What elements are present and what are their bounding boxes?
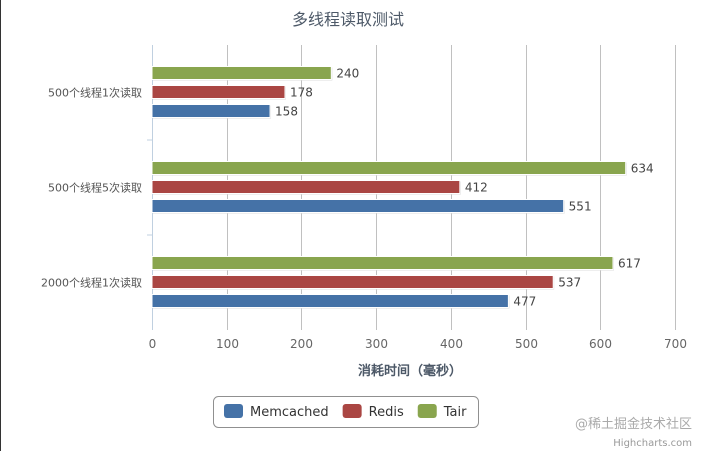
credits[interactable]: Highcharts.com bbox=[613, 438, 692, 449]
legend-item-tair[interactable]: Tair bbox=[417, 404, 467, 420]
data-label: 634 bbox=[631, 162, 654, 176]
legend-label: Redis bbox=[369, 405, 404, 420]
legend-item-redis[interactable]: Redis bbox=[342, 404, 404, 420]
data-label: 412 bbox=[465, 181, 488, 195]
x-tick-label: 700 bbox=[664, 337, 687, 351]
legend-swatch bbox=[417, 404, 437, 418]
x-tick-label: 600 bbox=[589, 337, 612, 351]
data-label: 158 bbox=[275, 105, 298, 119]
legend-label: Tair bbox=[443, 405, 467, 420]
chart-title: 多线程读取测试 bbox=[292, 10, 404, 29]
bar-tair[interactable] bbox=[151, 256, 614, 270]
bar-redis[interactable] bbox=[151, 275, 554, 289]
x-tick-label: 500 bbox=[515, 337, 538, 351]
legend-label: Memcached bbox=[250, 405, 329, 420]
legend-item-memcached[interactable]: Memcached bbox=[224, 404, 329, 420]
y-tick-label: 500个线程1次读取 bbox=[48, 86, 142, 100]
bar-tair[interactable] bbox=[151, 161, 627, 175]
x-tick-label: 200 bbox=[290, 337, 313, 351]
bar-tair[interactable] bbox=[151, 66, 332, 80]
y-tick-label: 2000个线程1次读取 bbox=[41, 276, 142, 290]
x-tick-label: 300 bbox=[365, 337, 388, 351]
data-label: 240 bbox=[336, 67, 359, 81]
data-label: 551 bbox=[569, 200, 592, 214]
bar-memcached[interactable] bbox=[151, 294, 509, 308]
y-tick-label: 500个线程5次读取 bbox=[48, 181, 142, 195]
x-tick-label: 0 bbox=[149, 337, 157, 351]
data-label: 617 bbox=[618, 257, 641, 271]
data-label: 178 bbox=[290, 86, 313, 100]
bar-redis[interactable] bbox=[151, 85, 286, 99]
bar-memcached[interactable] bbox=[151, 199, 565, 213]
data-label: 537 bbox=[558, 276, 581, 290]
legend-swatch bbox=[224, 404, 243, 418]
x-tick-label: 400 bbox=[440, 337, 463, 351]
data-label: 477 bbox=[513, 295, 536, 309]
bar-redis[interactable] bbox=[151, 180, 461, 194]
legend-swatch bbox=[342, 404, 362, 418]
x-axis-title: 消耗时间（毫秒） bbox=[358, 363, 462, 379]
x-tick-label: 100 bbox=[216, 337, 239, 351]
watermark: @稀土掘金技术社区 bbox=[575, 416, 692, 432]
bar-memcached[interactable] bbox=[151, 104, 271, 118]
